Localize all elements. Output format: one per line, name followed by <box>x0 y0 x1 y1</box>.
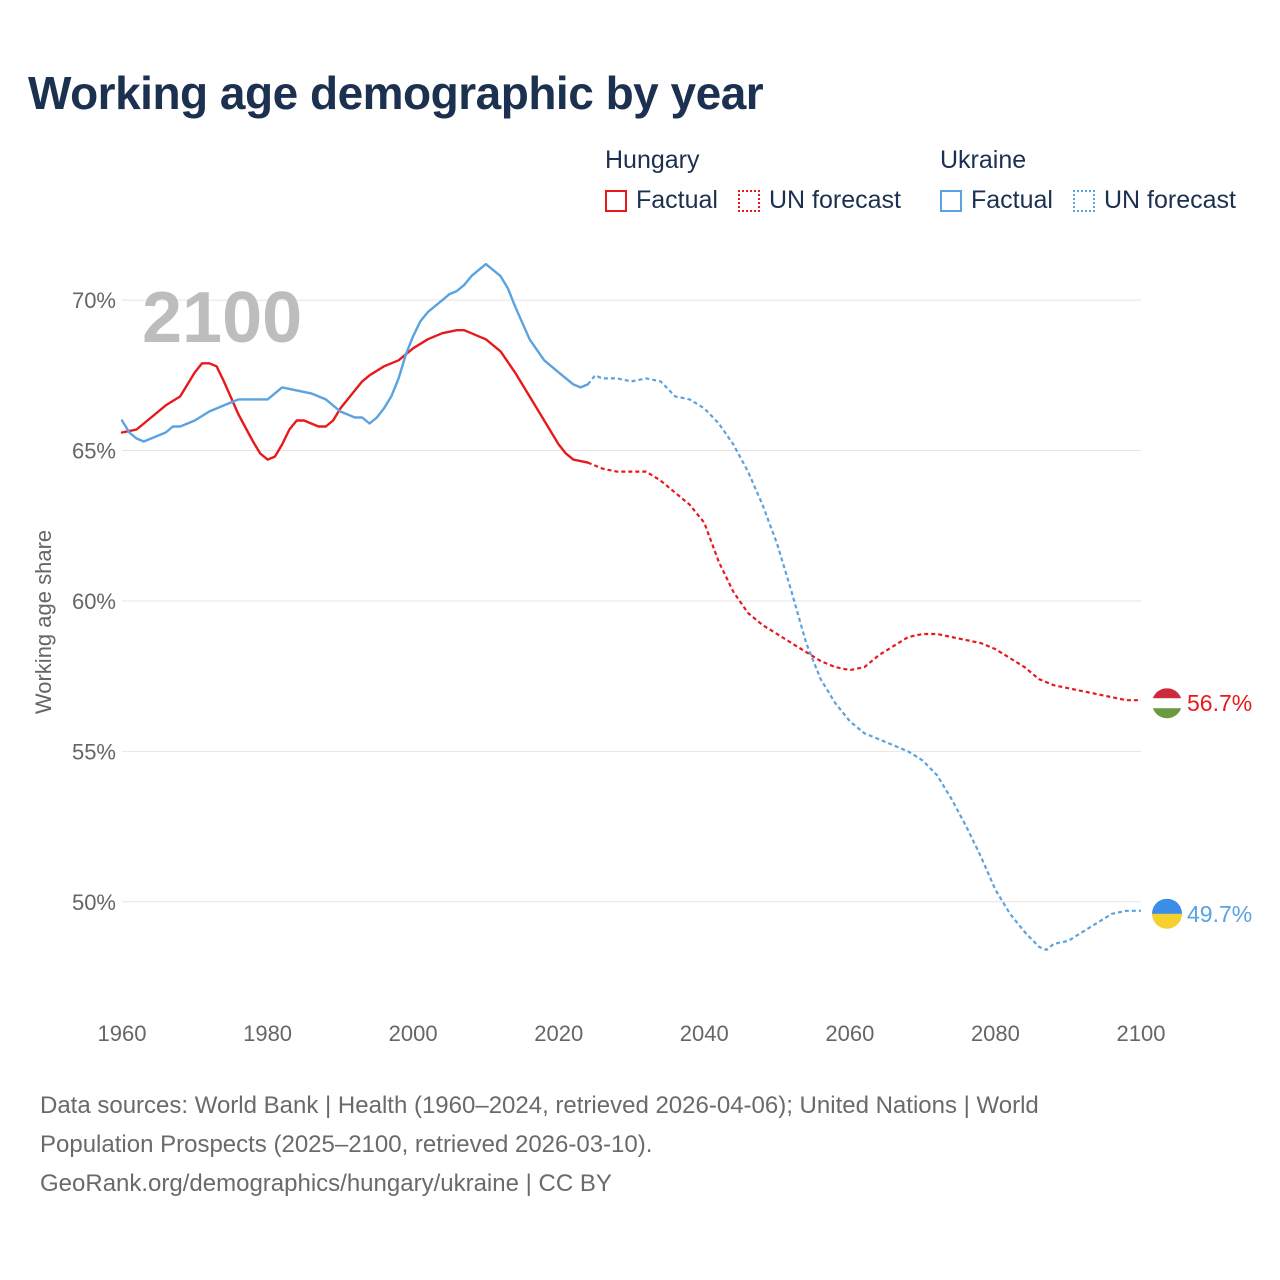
flag-stripe <box>1152 898 1182 915</box>
flag-stripe <box>1152 708 1182 719</box>
series-lines <box>120 262 1141 951</box>
y-tick-label: 60% <box>72 589 116 614</box>
year-watermark: 2100 <box>142 278 302 358</box>
endpoint-flag-hungary <box>1152 688 1182 719</box>
legend-swatch-dotted <box>738 189 760 212</box>
endpoint-value-ukraine: 49.7% <box>1187 901 1252 927</box>
legend-item-ukraine-forecast[interactable]: UN forecast <box>1073 186 1236 215</box>
flag-stripe <box>1152 688 1182 699</box>
axes: 50% 55% 60% 65% 70% 1960 1980 2000 2020 2040 2060 2… <box>72 288 1166 1046</box>
legend-item-hungary-forecast[interactable]: UN forecast <box>738 186 901 215</box>
x-tick-label: 2060 <box>825 1021 874 1046</box>
series-line-ukraine-forecast <box>586 374 1141 951</box>
series-line-hungary-factual <box>120 329 589 464</box>
endpoint-value-hungary: 56.7% <box>1187 690 1252 716</box>
gridlines <box>122 299 1141 903</box>
legend-swatch-solid <box>605 189 627 212</box>
footer-attribution[interactable]: GeoRank.org/demographics/hungary/ukraine… <box>40 1170 612 1197</box>
legend-item-hungary-factual[interactable]: Factual <box>605 186 718 215</box>
line-chart: 2100 50% 55% 60% 65% 70% 1960 1980 2000 2020 2040… <box>31 262 1252 1046</box>
x-tick-label: 2100 <box>1117 1021 1166 1046</box>
legend-swatch-solid <box>940 189 962 212</box>
legend-item-ukraine-factual[interactable]: Factual <box>940 186 1053 215</box>
legend-label: UN forecast <box>1104 186 1236 214</box>
footer-line: Data sources: World Bank | Health (1960–… <box>40 1092 1039 1119</box>
x-tick-label: 2000 <box>389 1021 438 1046</box>
x-tick-label: 1960 <box>98 1021 147 1046</box>
x-tick-label: 2020 <box>534 1021 583 1046</box>
flag-stripe <box>1152 913 1182 929</box>
series-endpoints: 56.7% 49.7% <box>1152 688 1252 929</box>
endpoint-flag-ukraine <box>1152 898 1182 929</box>
legend-label: UN forecast <box>769 186 901 214</box>
legend-label: Factual <box>971 186 1053 214</box>
series-line-hungary-forecast <box>587 461 1141 702</box>
y-tick-label: 50% <box>72 890 116 915</box>
y-axis-label: Working age share <box>31 530 56 714</box>
y-tick-label: 70% <box>72 288 116 313</box>
legend-label: Factual <box>636 186 718 214</box>
legend-group-ukraine: Ukraine <box>940 146 1027 174</box>
legend-group-hungary: Hungary <box>605 146 700 174</box>
chart-title: Working age demographic by year <box>28 67 764 119</box>
flag-stripe <box>1152 698 1182 709</box>
x-tick-label: 2040 <box>680 1021 729 1046</box>
y-tick-label: 65% <box>72 439 116 464</box>
legend-swatch-dotted <box>1073 189 1095 212</box>
footer-line: Population Prospects (2025–2100, retriev… <box>40 1131 653 1158</box>
footer-sources: Data sources: World Bank | Health (1960–… <box>40 1086 1220 1203</box>
x-tick-label: 2080 <box>971 1021 1020 1046</box>
y-tick-label: 55% <box>72 739 116 764</box>
x-tick-label: 1980 <box>243 1021 292 1046</box>
series-line-ukraine-factual <box>120 262 589 443</box>
